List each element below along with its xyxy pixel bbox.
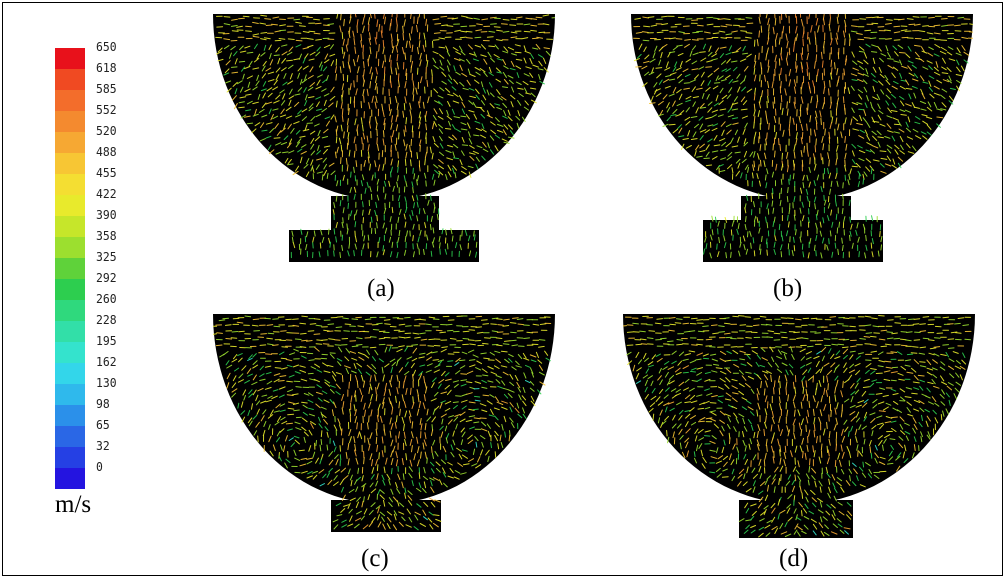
colorbar-swatch — [55, 195, 85, 216]
caption-d: (d) — [779, 545, 809, 572]
colorbar-swatch — [55, 468, 85, 489]
colorbar-swatch — [55, 321, 85, 342]
colorbar-tick-label: 650 — [96, 40, 117, 54]
colorbar-tick-label: 422 — [96, 187, 117, 201]
colorbar-tick-label: 130 — [96, 376, 117, 390]
colorbar-swatch — [55, 258, 85, 279]
colorbar-swatch — [55, 153, 85, 174]
colorbar-tick-label: 520 — [96, 124, 117, 138]
colorbar-tick-label: 488 — [96, 145, 117, 159]
colorbar-swatch — [55, 426, 85, 447]
colorbar-tick-label: 358 — [96, 229, 117, 243]
vector-panel-b — [631, 14, 973, 262]
vector-panel-a — [213, 14, 555, 262]
colorbar-swatch — [55, 342, 85, 363]
velocity-vector-field — [213, 14, 555, 262]
colorbar-tick-label: 98 — [96, 397, 110, 411]
colorbar-tick-label: 0 — [96, 460, 103, 474]
caption-a: (a) — [367, 275, 395, 302]
colorbar-tick-label: 390 — [96, 208, 117, 222]
vector-panel-c — [213, 314, 555, 532]
colorbar-tick-label: 65 — [96, 418, 110, 432]
colorbar-tick-label: 162 — [96, 355, 117, 369]
colorbar-tick-label: 32 — [96, 439, 110, 453]
colorbar-swatch — [55, 132, 85, 153]
colorbar-swatch — [55, 363, 85, 384]
velocity-vector-field — [631, 14, 973, 262]
colorbar-swatch — [55, 69, 85, 90]
colorbar-swatch — [55, 48, 85, 69]
colorbar-swatch — [55, 111, 85, 132]
caption-b: (b) — [773, 275, 803, 302]
colorbar-tick-label: 585 — [96, 82, 117, 96]
colorbar-swatch — [55, 300, 85, 321]
colorbar-tick-label: 325 — [96, 250, 117, 264]
colorbar-swatch — [55, 279, 85, 300]
caption-c: (c) — [361, 545, 389, 572]
velocity-vector-field — [623, 314, 975, 538]
velocity-colorbar — [55, 48, 85, 489]
colorbar-tick-label: 618 — [96, 61, 117, 75]
velocity-vector-field — [213, 314, 555, 532]
colorbar-tick-label: 195 — [96, 334, 117, 348]
vector-panel-d — [623, 314, 975, 538]
colorbar-swatch — [55, 447, 85, 468]
colorbar-swatch — [55, 90, 85, 111]
colorbar-tick-label: 260 — [96, 292, 117, 306]
colorbar-tick-label: 455 — [96, 166, 117, 180]
colorbar-tick-label: 228 — [96, 313, 117, 327]
colorbar-swatch — [55, 174, 85, 195]
colorbar-swatch — [55, 237, 85, 258]
colorbar-tick-label: 292 — [96, 271, 117, 285]
colorbar-swatch — [55, 405, 85, 426]
colorbar-swatch — [55, 384, 85, 405]
colorbar-swatch — [55, 216, 85, 237]
colorbar-unit: m/s — [55, 491, 92, 518]
colorbar-tick-label: 552 — [96, 103, 117, 117]
